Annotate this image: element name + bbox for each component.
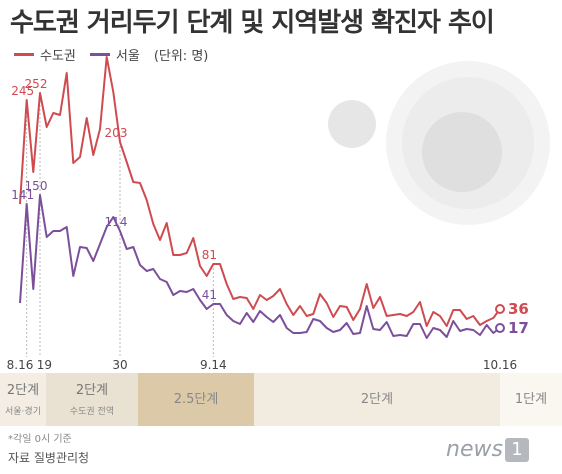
level-band-4-name: 2단계 bbox=[360, 392, 394, 407]
data-label-0-2: 203 bbox=[105, 126, 128, 140]
data-label-1-2: 114 bbox=[105, 215, 128, 229]
legend-swatch-metro bbox=[14, 53, 34, 56]
level-band-1-sub: 서울·경기 bbox=[5, 407, 41, 417]
data-label-0-1: 252 bbox=[25, 77, 48, 91]
unit-label: (단위: 명) bbox=[153, 49, 209, 64]
level-band-5: 1단계 bbox=[500, 373, 562, 426]
end-point-1 bbox=[495, 323, 505, 333]
level-band-4: 2단계 bbox=[254, 373, 500, 426]
data-label-1-4: 17 bbox=[508, 319, 529, 337]
news1-logo: news 1 bbox=[446, 437, 529, 462]
logo-text: news bbox=[446, 437, 503, 462]
level-band-3-name: 2.5단계 bbox=[173, 392, 219, 407]
end-point-0 bbox=[495, 304, 505, 314]
x-tick-2: 30 bbox=[112, 358, 127, 372]
x-tick-3: 9.14 bbox=[200, 358, 227, 372]
x-tick-1: 19 bbox=[37, 358, 52, 372]
level-band-3: 2.5단계 bbox=[138, 373, 254, 426]
x-tick-0: 8.16 bbox=[7, 358, 34, 372]
logo-mark: 1 bbox=[504, 438, 529, 462]
data-label-1-0: 141 bbox=[11, 188, 34, 202]
legend-label-seoul: 서울 bbox=[115, 49, 140, 64]
chart-legend: 수도권 서울 (단위: 명) bbox=[14, 45, 208, 64]
level-band-5-name: 1단계 bbox=[514, 392, 548, 407]
x-axis: 8.16 19 30 9.14 10.16 bbox=[7, 358, 518, 372]
level-band-1-name: 2단계 bbox=[6, 383, 40, 398]
distancing-level-bands: 2단계 서울·경기 2단계 수도권 전역 2.5단계 2단계 1단계 bbox=[0, 373, 562, 426]
legend-label-metro: 수도권 bbox=[40, 49, 76, 64]
x-tick-4: 10.16 bbox=[483, 358, 517, 372]
footnote: *각일 0시 기준 bbox=[8, 434, 72, 445]
source-credit: 자료 질병관리청 bbox=[8, 451, 90, 465]
data-label-0-4: 36 bbox=[508, 300, 529, 318]
virus-illustration bbox=[328, 61, 550, 225]
level-band-2: 2단계 수도권 전역 bbox=[46, 373, 138, 426]
series-line-0 bbox=[19, 56, 501, 327]
virus-body-small bbox=[328, 100, 376, 148]
data-label-0-3: 81 bbox=[202, 248, 217, 262]
level-band-2-sub: 수도권 전역 bbox=[69, 407, 115, 417]
level-band-1: 2단계 서울·경기 bbox=[0, 373, 46, 426]
page-title: 수도권 거리두기 단계 및 지역발생 확진자 추이 bbox=[10, 8, 495, 38]
virus-body-large bbox=[422, 112, 502, 192]
data-label-1-1: 150 bbox=[25, 179, 48, 193]
data-label-0-0: 245 bbox=[11, 84, 34, 98]
level-band-2-name: 2단계 bbox=[75, 383, 109, 398]
legend-swatch-seoul bbox=[89, 53, 110, 56]
series-line-1 bbox=[19, 194, 501, 339]
data-label-1-3: 41 bbox=[202, 288, 217, 302]
